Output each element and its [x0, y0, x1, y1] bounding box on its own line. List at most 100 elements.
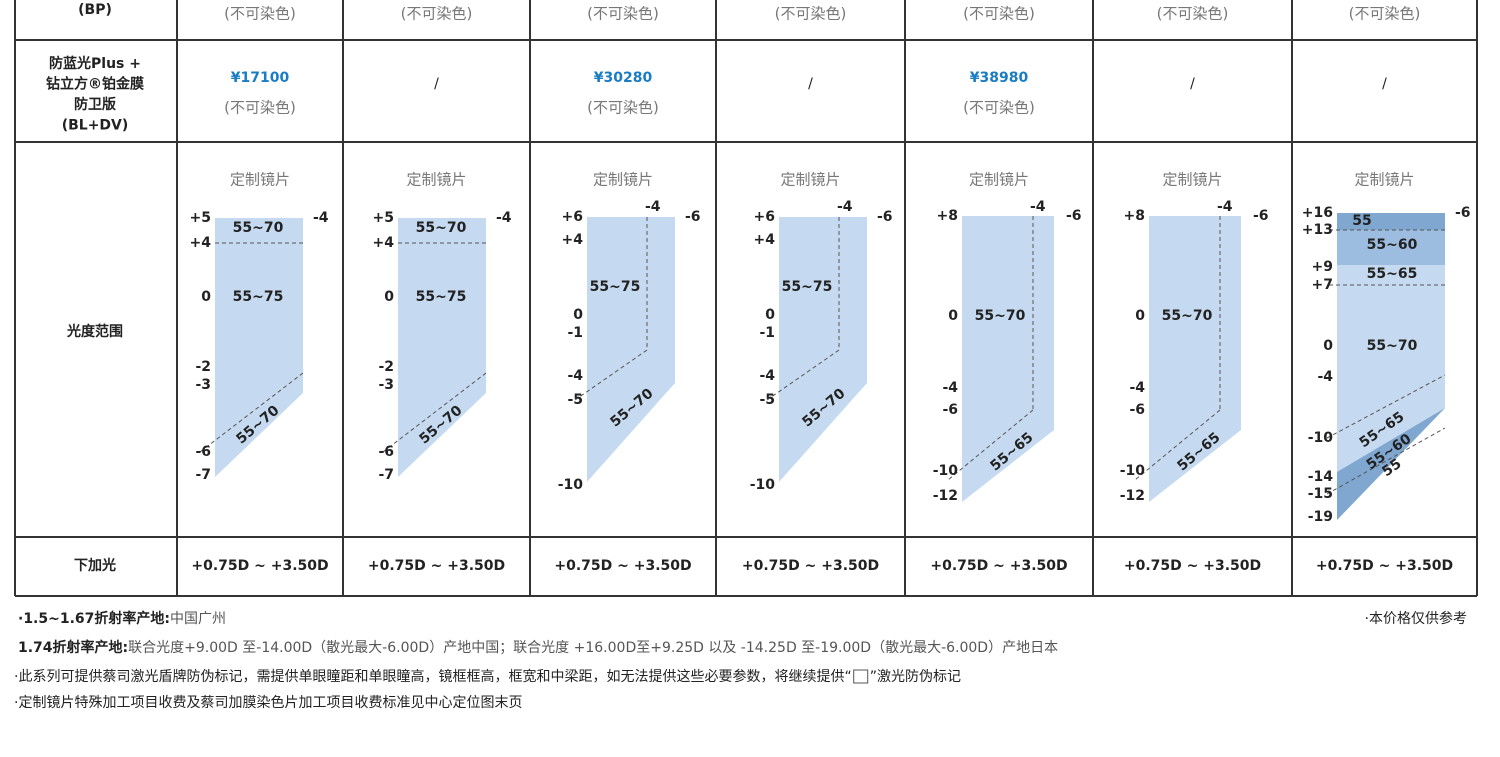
diagram-title: 定制镜片 [780, 171, 840, 189]
zone-label: 55~70 [416, 220, 467, 236]
range-area [215, 218, 303, 477]
row-label: (BL+DV) [62, 118, 129, 134]
power-label: -10 [1120, 463, 1146, 479]
note: (不可染色) [401, 5, 473, 23]
diagram-title: 定制镜片 [969, 171, 1029, 189]
power-label: -12 [933, 488, 958, 504]
add-power: +0.75D ~ +3.50D [368, 558, 505, 574]
power-label: -7 [378, 467, 394, 483]
table-grid [14, 0, 1478, 597]
power-label: -15 [1308, 486, 1333, 502]
power-label: +8 [1124, 208, 1145, 224]
diagram-title: 定制镜片 [230, 171, 290, 189]
zone-label: 55~75 [590, 279, 641, 295]
power-label: +6 [754, 209, 775, 225]
power-label: -1 [567, 325, 583, 341]
note: (不可染色) [1157, 5, 1229, 23]
cyl-label: -6 [1066, 208, 1082, 224]
power-label: +5 [190, 210, 211, 226]
range-boundary [382, 372, 487, 453]
power-label: -1 [759, 325, 775, 341]
range-boundary [947, 409, 1034, 481]
power-label: +13 [1302, 222, 1333, 238]
power-label: +4 [562, 232, 584, 248]
row-label: 防蓝光Plus + [49, 55, 141, 72]
power-label: +5 [373, 210, 394, 226]
note: (不可染色) [775, 5, 847, 23]
cyl-label: -6 [877, 209, 893, 225]
power-label: 0 [1135, 308, 1145, 324]
power-label: -5 [567, 392, 583, 408]
zone-label: 55~75 [416, 289, 467, 305]
note: (不可染色) [224, 99, 296, 117]
price: ¥30280 [594, 70, 653, 86]
row-label: 防卫版 [74, 96, 116, 113]
power-label: 0 [765, 307, 775, 323]
cyl-label: -4 [1030, 199, 1046, 215]
diagram-title: 定制镜片 [406, 171, 466, 189]
empty-mark: / [434, 76, 439, 92]
power-label: -19 [1308, 509, 1333, 525]
cyl-label: -6 [1455, 205, 1471, 221]
row-label: 下加光 [74, 557, 116, 574]
power-label: -10 [1308, 430, 1334, 446]
note: (不可染色) [1349, 5, 1421, 23]
note: ·此系列可提供蔡司激光盾牌防伪标记，需提供单眼瞳距和单眼瞳高，镜框框高，框宽和中… [14, 668, 961, 685]
add-power: +0.75D ~ +3.50D [742, 558, 879, 574]
power-label: +9 [1312, 259, 1333, 275]
zone-label: 55~65 [1367, 266, 1418, 282]
power-label: +8 [937, 208, 958, 224]
range-area [1337, 213, 1445, 520]
price: ¥38980 [970, 70, 1029, 86]
zone-label: 55~75 [782, 279, 833, 295]
zone-label: 55~70 [1367, 338, 1418, 354]
power-label: -6 [942, 402, 958, 418]
power-label: -10 [750, 477, 776, 493]
power-label: +4 [190, 235, 212, 251]
power-label: -4 [1129, 380, 1145, 396]
power-label: -4 [942, 380, 958, 396]
power-label: 0 [573, 307, 583, 323]
empty-mark: / [1382, 76, 1387, 92]
power-label: -3 [195, 377, 211, 393]
range-boundary [1326, 427, 1446, 495]
power-label: +7 [1312, 277, 1333, 293]
power-label: -2 [195, 359, 211, 375]
note: 1.74折射率产地:联合光度+9.00D 至-14.00D（散光最大-6.00D… [18, 639, 1058, 656]
zone-label: 55~75 [233, 289, 284, 305]
note: ·本价格仅供参考 [1365, 610, 1467, 627]
power-label: +4 [373, 235, 395, 251]
row-label: 钻立方®铂金膜 [46, 76, 144, 93]
cyl-label: -4 [645, 199, 661, 215]
range-area [1149, 216, 1241, 502]
power-label: 0 [948, 308, 958, 324]
power-label: -6 [1129, 402, 1145, 418]
diagram-title: 定制镜片 [593, 171, 653, 189]
add-power: +0.75D ~ +3.50D [1124, 558, 1261, 574]
power-label: +16 [1302, 205, 1333, 221]
range-area [587, 217, 675, 482]
zone-label: 55~70 [975, 308, 1026, 324]
price: ¥17100 [231, 70, 290, 86]
note: (不可染色) [963, 5, 1035, 23]
power-label: +4 [754, 232, 776, 248]
power-label: -5 [759, 392, 775, 408]
range-area [779, 217, 867, 482]
zone-label: 55~70 [233, 220, 284, 236]
zone-label: 55~60 [1367, 237, 1418, 253]
cyl-label: -4 [496, 210, 512, 226]
power-label: 0 [201, 289, 211, 305]
cyl-label: -4 [313, 210, 329, 226]
diagram-title: 定制镜片 [1162, 171, 1222, 189]
power-label: +6 [562, 209, 583, 225]
range-area [398, 218, 486, 477]
power-label: -4 [759, 368, 775, 384]
add-power: +0.75D ~ +3.50D [554, 558, 691, 574]
add-power: +0.75D ~ +3.50D [930, 558, 1067, 574]
cyl-label: -4 [1217, 199, 1233, 215]
power-label: 0 [384, 289, 394, 305]
zone-label: 55 [1352, 213, 1371, 229]
range-band [1337, 230, 1445, 265]
laser-icon [853, 669, 869, 684]
